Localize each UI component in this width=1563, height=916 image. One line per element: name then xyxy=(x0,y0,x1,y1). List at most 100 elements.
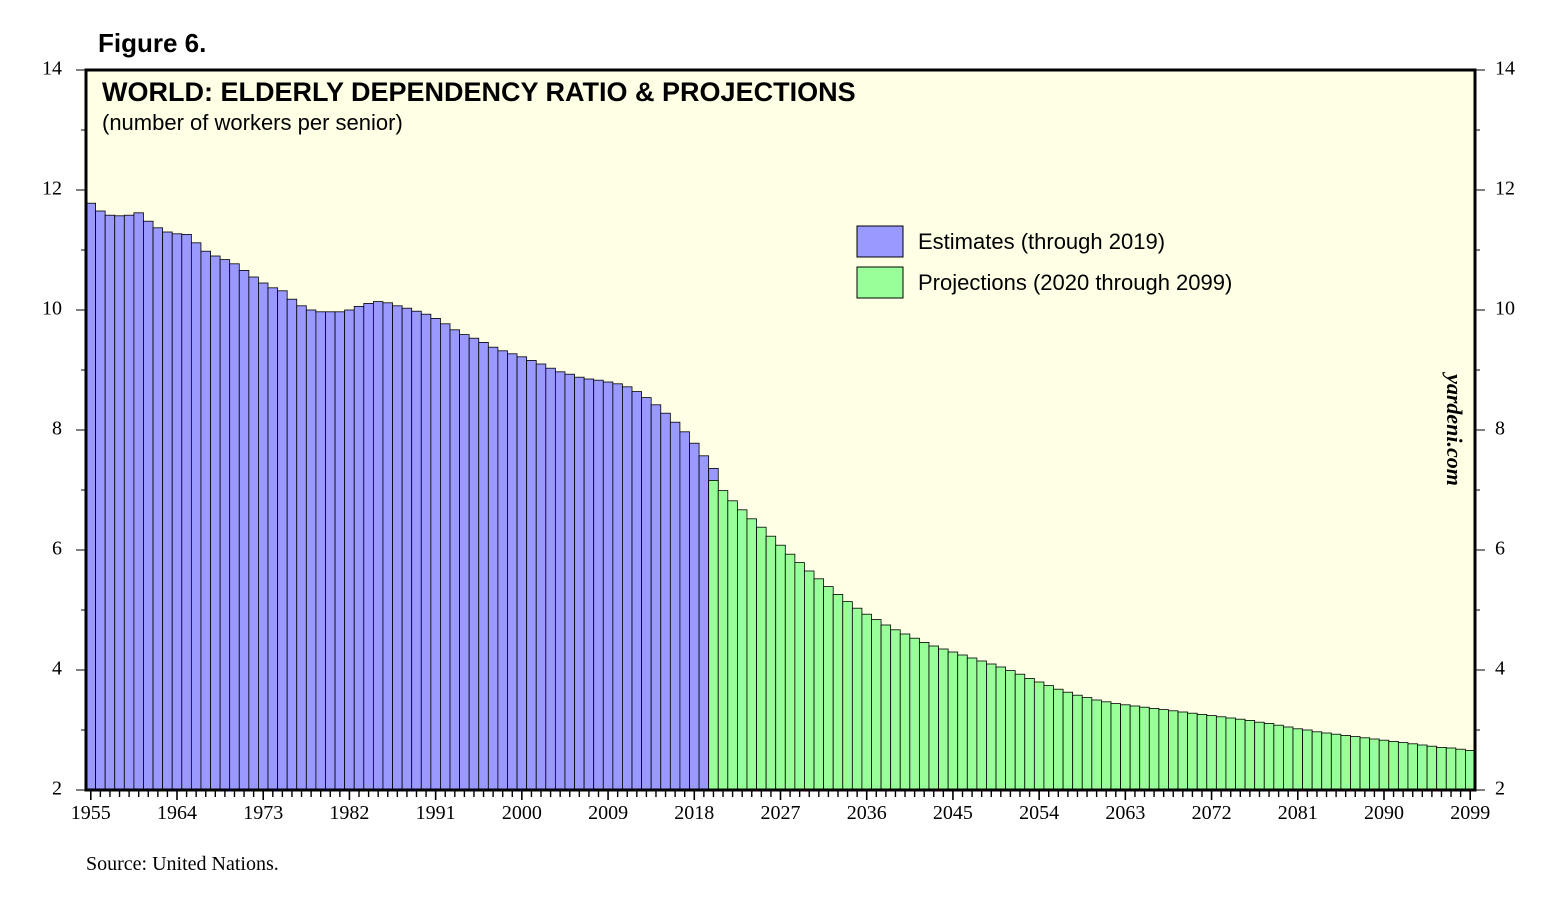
projection-bar-2047 xyxy=(966,657,978,791)
estimate-bar-1958 xyxy=(114,215,125,791)
projection-bar-2039 xyxy=(890,629,901,791)
projection-bar-2060 xyxy=(1091,699,1102,791)
projection-bar-2055 xyxy=(1043,685,1054,791)
y-tick-label-left-10: 10 xyxy=(42,298,62,320)
estimate-bar-1972 xyxy=(248,276,259,791)
estimate-bar-1960 xyxy=(133,212,144,791)
projection-bar-2097 xyxy=(1445,747,1457,791)
estimate-bar-1979 xyxy=(315,311,326,791)
estimate-bar-1999 xyxy=(507,353,518,791)
projection-bar-2043 xyxy=(928,645,939,791)
estimate-bar-1970 xyxy=(229,263,240,791)
source-note: Source: United Nations. xyxy=(86,853,279,875)
estimate-bar-1959 xyxy=(123,214,135,791)
y-tick-label-right-2: 2 xyxy=(1495,778,1505,800)
estimate-bar-1980 xyxy=(325,311,336,791)
estimate-bar-2016 xyxy=(669,421,681,791)
x-tick-label-2099: 2099 xyxy=(1450,802,1490,824)
projection-bar-2069 xyxy=(1177,711,1189,791)
estimate-bar-1961 xyxy=(143,220,154,791)
projection-bar-2026 xyxy=(765,535,777,791)
projection-bar-2049 xyxy=(986,663,997,791)
estimate-bar-1975 xyxy=(277,290,288,791)
x-tick-label-2090: 2090 xyxy=(1364,802,1404,824)
projection-bar-2077 xyxy=(1254,721,1265,791)
estimate-bar-1987 xyxy=(392,305,403,791)
estimate-bar-1968 xyxy=(210,255,221,791)
projection-bar-2095 xyxy=(1426,745,1438,791)
projection-bar-2045 xyxy=(947,651,959,791)
projection-bar-2064 xyxy=(1129,705,1141,791)
x-tick-label-2045: 2045 xyxy=(933,802,973,824)
estimate-bar-2014 xyxy=(650,404,662,791)
estimate-bar-1996 xyxy=(478,341,489,791)
y-tick-label-left-12: 12 xyxy=(42,178,62,200)
estimate-bar-2010 xyxy=(612,383,623,791)
estimate-bar-2002 xyxy=(535,363,547,791)
projection-bar-2072 xyxy=(1206,715,1217,791)
projection-bar-2085 xyxy=(1330,733,1342,791)
estimate-bar-1963 xyxy=(162,231,173,791)
projection-bar-2059 xyxy=(1081,697,1093,791)
projection-bar-2042 xyxy=(919,642,930,791)
projection-bar-2078 xyxy=(1263,723,1275,791)
legend: Estimates (through 2019) Projections (20… xyxy=(856,225,1232,299)
projection-bar-2081 xyxy=(1292,728,1303,791)
projection-bar-2067 xyxy=(1158,709,1169,791)
projection-bar-2054 xyxy=(1033,681,1045,791)
chart-subtitle: (number of workers per senior) xyxy=(102,110,403,135)
estimate-bar-2013 xyxy=(641,397,652,791)
projection-bar-2040 xyxy=(899,633,911,791)
estimate-bar-1967 xyxy=(200,250,211,791)
estimate-bar-1986 xyxy=(382,302,393,791)
x-tick-label-1955: 1955 xyxy=(71,802,111,824)
legend-label-estimates: Estimates (through 2019) xyxy=(918,229,1165,254)
projection-bar-2084 xyxy=(1321,732,1332,791)
y-tick-label-right-6: 6 xyxy=(1495,538,1505,560)
estimate-bar-1988 xyxy=(401,307,413,791)
x-tick-label-2072: 2072 xyxy=(1192,802,1232,824)
estimate-bar-1992 xyxy=(440,323,451,791)
projection-bar-2037 xyxy=(871,619,882,791)
projection-bar-2031 xyxy=(813,578,825,791)
projection-bar-2071 xyxy=(1196,714,1208,791)
chart-title: WORLD: ELDERLY DEPENDENCY RATIO & PROJEC… xyxy=(102,77,856,107)
estimate-bar-2019 xyxy=(698,455,710,791)
projection-bar-2021 xyxy=(717,490,729,791)
estimate-bar-1978 xyxy=(305,309,317,791)
projection-bar-2024 xyxy=(746,518,757,791)
y-tick-label-right-8: 8 xyxy=(1495,418,1505,440)
estimate-bar-1997 xyxy=(487,346,499,791)
estimate-bar-1995 xyxy=(468,337,480,791)
projection-bar-2053 xyxy=(1024,678,1035,791)
estimate-bar-1998 xyxy=(497,350,508,791)
legend-label-projections: Projections (2020 through 2099) xyxy=(918,270,1232,295)
projection-bar-2028 xyxy=(784,553,796,791)
projection-bar-2089 xyxy=(1369,738,1380,791)
projection-bar-2056 xyxy=(1053,688,1064,791)
estimate-bar-2001 xyxy=(526,359,537,791)
projection-bar-2061 xyxy=(1101,701,1112,791)
estimate-bar-2007 xyxy=(583,378,595,791)
projection-bar-2068 xyxy=(1168,710,1179,791)
estimate-bar-2018 xyxy=(689,442,700,791)
projection-bar-2027 xyxy=(775,544,786,791)
projection-bar-2029 xyxy=(794,562,805,791)
x-tick-label-2000: 2000 xyxy=(502,802,542,824)
x-tick-label-2027: 2027 xyxy=(761,802,801,824)
watermark: yardeni.com xyxy=(1442,371,1467,486)
x-tick-label-2054: 2054 xyxy=(1019,802,1059,824)
estimate-bar-1984 xyxy=(363,302,374,791)
y-tick-label-left-8: 8 xyxy=(52,418,62,440)
x-tick-label-1991: 1991 xyxy=(416,802,456,824)
estimate-bar-1966 xyxy=(190,242,202,791)
estimate-bar-1965 xyxy=(181,233,192,791)
projection-bar-2041 xyxy=(909,637,920,791)
projection-bar-2048 xyxy=(976,660,987,791)
projection-bar-2090 xyxy=(1378,739,1390,791)
projection-bar-2038 xyxy=(880,624,892,791)
estimate-bar-1957 xyxy=(104,214,116,791)
projection-bar-2083 xyxy=(1311,731,1323,791)
projection-bar-2074 xyxy=(1225,717,1236,791)
projection-bar-2032 xyxy=(823,586,834,791)
